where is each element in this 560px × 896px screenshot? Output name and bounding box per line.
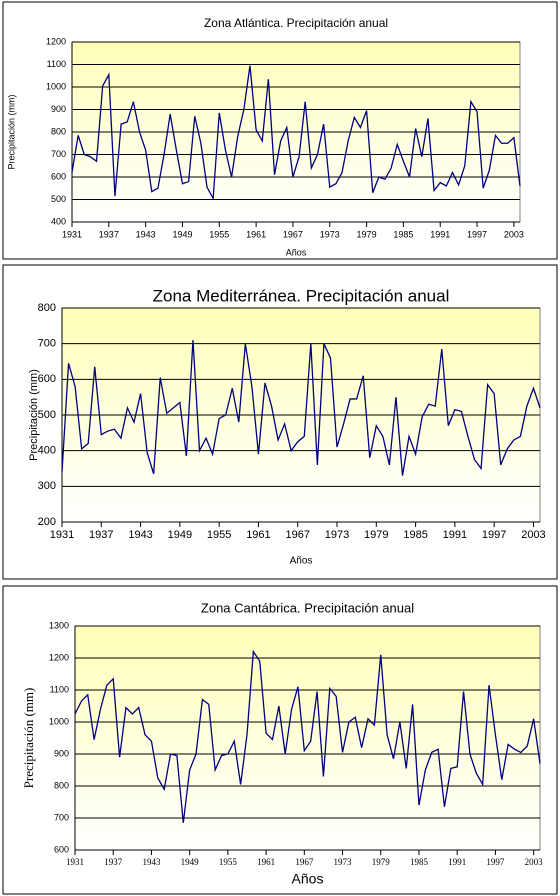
data-line bbox=[61, 340, 541, 476]
x-tick-label: 1973 bbox=[320, 229, 340, 239]
y-tick-label: 700 bbox=[38, 338, 56, 350]
x-tick-label: 1961 bbox=[246, 529, 270, 541]
x-tick-label: 2003 bbox=[521, 529, 545, 541]
x-tick-label: 1931 bbox=[66, 857, 84, 867]
x-tick-label: 1937 bbox=[104, 857, 123, 867]
y-tick-label: 600 bbox=[54, 844, 69, 854]
y-tick-label: 1000 bbox=[46, 81, 66, 91]
y-tick-label: 1100 bbox=[47, 59, 66, 69]
x-tick-label: 1931 bbox=[50, 529, 74, 541]
x-tick-label: 1961 bbox=[246, 229, 266, 239]
x-tick-label: 1943 bbox=[128, 529, 152, 541]
y-tick-label: 700 bbox=[54, 812, 69, 822]
x-tick-label: 1997 bbox=[482, 529, 506, 541]
data-line bbox=[71, 65, 521, 201]
x-tick-label: 1973 bbox=[334, 857, 353, 867]
y-tick-label: 800 bbox=[38, 302, 56, 314]
x-tick-label: 1985 bbox=[403, 529, 427, 541]
x-tick-label: 1949 bbox=[168, 529, 192, 541]
chart-panel: 600 700 800 900 1000 1100 1200 1300 1931 1937 1943… bbox=[2, 585, 558, 895]
x-tick-label: 1955 bbox=[209, 229, 229, 239]
chart-title: Zona Cantábrica. Precipitación anual bbox=[201, 600, 414, 615]
x-tick-label: 1979 bbox=[357, 229, 377, 239]
x-tick-label: 1979 bbox=[364, 529, 388, 541]
y-tick-label: 1000 bbox=[49, 716, 69, 726]
x-tick-label: 1985 bbox=[410, 857, 429, 867]
y-tick-label: 800 bbox=[51, 126, 66, 136]
y-tick-label: 400 bbox=[51, 216, 66, 226]
y-axis-label: Precipitación (mm) bbox=[21, 688, 36, 789]
x-axis-label: Años bbox=[290, 556, 313, 567]
x-tick-label: 1997 bbox=[467, 229, 487, 239]
x-tick-label: 2003 bbox=[504, 229, 524, 239]
x-tick-label: 1997 bbox=[486, 857, 505, 867]
y-axis-label: Precipitación (mm) bbox=[6, 94, 16, 169]
x-tick-label: 2003 bbox=[525, 857, 544, 867]
x-tick-label: 1937 bbox=[89, 529, 113, 541]
x-tick-label: 1949 bbox=[172, 229, 192, 239]
y-tick-label: 600 bbox=[38, 373, 56, 385]
y-tick-label: 700 bbox=[51, 149, 66, 159]
x-tick-label: 1991 bbox=[443, 529, 467, 541]
data-line bbox=[74, 649, 541, 823]
y-axis-label: Precipitación (mm) bbox=[28, 369, 40, 461]
y-tick-label: 1100 bbox=[50, 684, 69, 694]
x-tick-label: 1937 bbox=[99, 229, 119, 239]
y-tick-label: 800 bbox=[54, 780, 69, 790]
chart-title: Zona Atlántica. Precipitación anual bbox=[204, 16, 388, 30]
x-tick-label: 1949 bbox=[181, 857, 200, 867]
x-tick-label: 1955 bbox=[207, 529, 231, 541]
x-tick-label: 1991 bbox=[448, 857, 466, 867]
x-tick-label: 1991 bbox=[430, 229, 450, 239]
x-tick-label: 1967 bbox=[285, 529, 309, 541]
y-tick-label: 200 bbox=[38, 516, 56, 528]
chart-title: Zona Mediterránea. Precipitación anual bbox=[153, 286, 450, 305]
x-tick-label: 1961 bbox=[257, 857, 275, 867]
x-tick-label: 1985 bbox=[393, 229, 413, 239]
y-tick-label: 1200 bbox=[46, 36, 66, 46]
y-tick-label: 1200 bbox=[49, 652, 69, 662]
y-tick-label: 600 bbox=[51, 171, 66, 181]
y-tick-label: 400 bbox=[38, 445, 56, 457]
y-tick-label: 500 bbox=[38, 409, 56, 421]
x-tick-label: 1967 bbox=[283, 229, 303, 239]
x-tick-label: 1943 bbox=[136, 229, 156, 239]
x-tick-label: 1931 bbox=[62, 229, 82, 239]
chart-panel: 400 500 600 700 800 900 1000 1100 1200 1931 1937 19… bbox=[2, 1, 558, 260]
x-tick-label: 1955 bbox=[219, 857, 238, 867]
x-tick-label: 1979 bbox=[372, 857, 391, 867]
chart-panel: 200 300 400 500 600 700 800 1931 1937 1943 1949 195… bbox=[2, 264, 558, 580]
x-tick-label: 1967 bbox=[295, 857, 314, 867]
y-tick-label: 300 bbox=[38, 480, 56, 492]
plot-area bbox=[74, 625, 541, 851]
x-tick-label: 1943 bbox=[142, 857, 161, 867]
x-tick-label: 1973 bbox=[325, 529, 349, 541]
x-axis-label: Años bbox=[286, 247, 307, 257]
y-tick-label: 900 bbox=[54, 748, 69, 758]
y-tick-label: 1300 bbox=[49, 620, 69, 630]
x-axis-label: Años bbox=[292, 871, 324, 887]
y-tick-label: 900 bbox=[51, 104, 66, 114]
y-tick-label: 500 bbox=[51, 194, 66, 204]
